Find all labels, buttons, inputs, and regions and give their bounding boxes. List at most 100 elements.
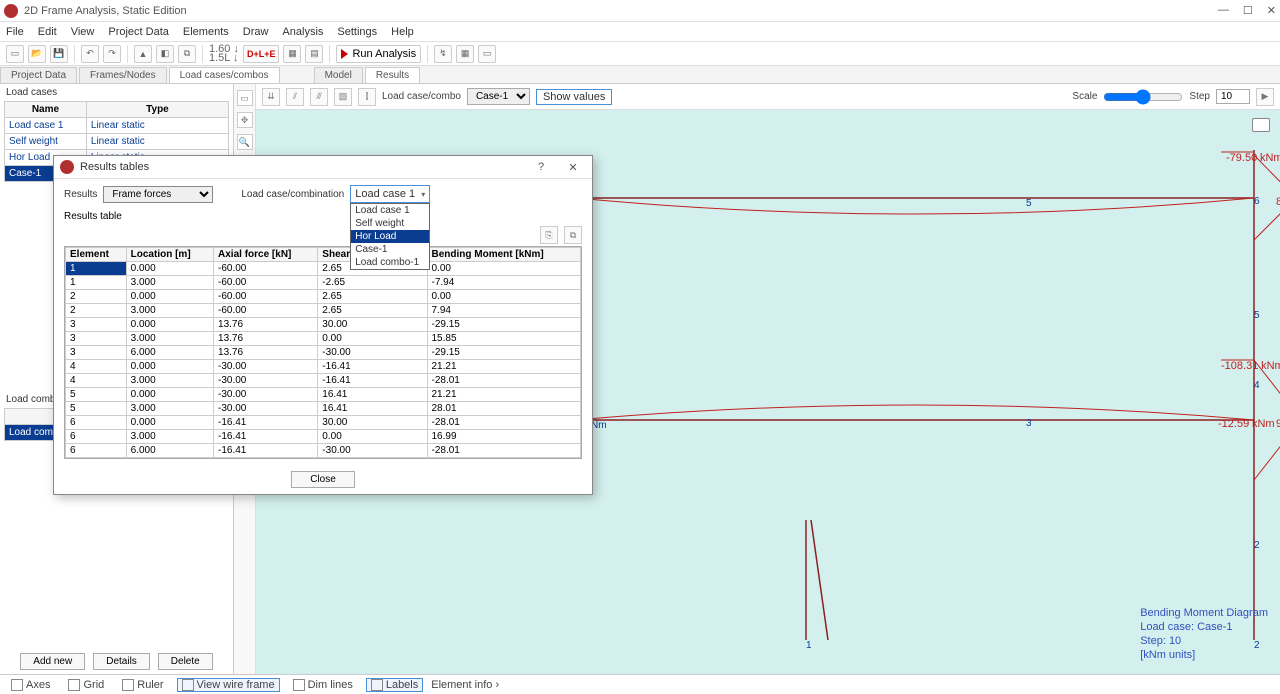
grid-row[interactable]: 20.000-60.002.650.00 bbox=[66, 290, 581, 304]
add-new-button[interactable]: Add new bbox=[20, 653, 85, 670]
toggle-dim-lines[interactable]: Dim lines bbox=[288, 678, 358, 692]
load-case-row[interactable]: Self weightLinear static bbox=[5, 134, 229, 150]
open-icon[interactable]: 📂 bbox=[28, 45, 46, 63]
results-report-icon[interactable]: ▭ bbox=[478, 45, 496, 63]
node-label: 4 bbox=[1254, 380, 1260, 391]
dialog-help-button[interactable]: ? bbox=[528, 161, 554, 173]
menu-draw[interactable]: Draw bbox=[243, 26, 269, 38]
vtool-rect-icon[interactable]: ▭ bbox=[237, 90, 253, 106]
menu-analysis[interactable]: Analysis bbox=[282, 26, 323, 38]
close-button[interactable]: ✕ bbox=[1267, 4, 1276, 17]
grid-row[interactable]: 43.000-30.00-16.41-28.01 bbox=[66, 374, 581, 388]
node-label: 5 bbox=[1026, 198, 1032, 209]
tool-a-icon[interactable]: ▲ bbox=[134, 45, 152, 63]
menu-project-data[interactable]: Project Data bbox=[108, 26, 169, 38]
grid-row[interactable]: 40.000-30.00-16.4121.21 bbox=[66, 360, 581, 374]
step-label: Step bbox=[1189, 91, 1210, 102]
grid-row[interactable]: 53.000-30.0016.4128.01 bbox=[66, 402, 581, 416]
toggle-ruler[interactable]: Ruler bbox=[117, 678, 168, 692]
new-icon[interactable]: ▭ bbox=[6, 45, 24, 63]
lcc-label: Load case/combo bbox=[382, 91, 461, 102]
undo-icon[interactable]: ↶ bbox=[81, 45, 99, 63]
grid-row[interactable]: 23.000-60.002.657.94 bbox=[66, 304, 581, 318]
app-title: 2D Frame Analysis, Static Edition bbox=[24, 5, 1218, 17]
dropdown-option[interactable]: Load combo-1 bbox=[351, 256, 429, 269]
grid-row[interactable]: 36.00013.76-30.00-29.15 bbox=[66, 346, 581, 360]
dropdown-option[interactable]: Hor Load bbox=[351, 230, 429, 243]
dropdown-option[interactable]: Case-1 bbox=[351, 243, 429, 256]
diagram-e-icon[interactable]: ⫿ bbox=[358, 88, 376, 106]
results-table-label: Results table bbox=[64, 211, 582, 222]
grid-row[interactable]: 13.000-60.00-2.65-7.94 bbox=[66, 276, 581, 290]
node-label: 3 bbox=[1026, 418, 1032, 429]
diagram-d-icon[interactable]: ▧ bbox=[334, 88, 352, 106]
tabs-row: Project DataFrames/NodesLoad cases/combo… bbox=[0, 66, 1280, 84]
tool-c-icon[interactable]: ⧉ bbox=[178, 45, 196, 63]
show-values-button[interactable]: Show values bbox=[536, 89, 612, 105]
menu-file[interactable]: File bbox=[6, 26, 24, 38]
diagram-b-icon[interactable]: ⫽ bbox=[286, 88, 304, 106]
toggle-labels[interactable]: Labels bbox=[366, 678, 423, 692]
lc-header-name: Name bbox=[5, 102, 87, 118]
menu-edit[interactable]: Edit bbox=[38, 26, 57, 38]
menu-elements[interactable]: Elements bbox=[183, 26, 229, 38]
step-go-icon[interactable]: ▶ bbox=[1256, 88, 1274, 106]
dialog-close-btn[interactable]: Close bbox=[291, 471, 355, 488]
results-table-icon[interactable]: ▦ bbox=[456, 45, 474, 63]
tab-load-cases-combos[interactable]: Load cases/combos bbox=[169, 67, 280, 83]
copy-icon[interactable]: ⧉ bbox=[564, 226, 582, 244]
dialog-lcc-combo[interactable]: Load case 1 ▾ bbox=[350, 185, 430, 203]
run-label: Run Analysis bbox=[352, 48, 416, 60]
menu-view[interactable]: View bbox=[71, 26, 95, 38]
tool-b-icon[interactable]: ◧ bbox=[156, 45, 174, 63]
vtool-pan-icon[interactable]: ✥ bbox=[237, 112, 253, 128]
step-input[interactable] bbox=[1216, 89, 1250, 104]
toggle-grid[interactable]: Grid bbox=[63, 678, 109, 692]
load-case-row[interactable]: Load case 1Linear static bbox=[5, 118, 229, 134]
tool-e-icon[interactable]: ▤ bbox=[305, 45, 323, 63]
grid-row[interactable]: 60.000-16.4130.00-28.01 bbox=[66, 416, 581, 430]
tab-model[interactable]: Model bbox=[314, 67, 363, 83]
toggle-view-wire-frame[interactable]: View wire frame bbox=[177, 678, 280, 692]
tab-frames-nodes[interactable]: Frames/Nodes bbox=[79, 67, 167, 83]
titlebar: 2D Frame Analysis, Static Edition — ☐ ✕ bbox=[0, 0, 1280, 22]
dropdown-option[interactable]: Self weight bbox=[351, 217, 429, 230]
dropdown-option[interactable]: Load case 1 bbox=[351, 204, 429, 217]
toggle-axes[interactable]: Axes bbox=[6, 678, 55, 692]
grid-row[interactable]: 30.00013.7630.00-29.15 bbox=[66, 318, 581, 332]
export-icon[interactable]: ⎘ bbox=[540, 226, 558, 244]
run-analysis-button[interactable]: Run Analysis bbox=[336, 45, 421, 63]
dialog-titlebar[interactable]: Results tables ? ✕ bbox=[54, 156, 592, 179]
diagram-a-icon[interactable]: ⇊ bbox=[262, 88, 280, 106]
play-icon bbox=[341, 49, 348, 59]
load-combo-icon[interactable]: D+L+E bbox=[243, 45, 280, 63]
moment-annotation: 90.17 kNm bbox=[1276, 418, 1280, 430]
canvas-toolbar: ⇊ ⫽ ⫻ ▧ ⫿ Load case/combo Case-1 Show va… bbox=[256, 84, 1280, 110]
details-button[interactable]: Details bbox=[93, 653, 150, 670]
diagram-c-icon[interactable]: ⫻ bbox=[310, 88, 328, 106]
maximize-button[interactable]: ☐ bbox=[1243, 4, 1253, 17]
vtool-zoom-icon[interactable]: 🔍 bbox=[237, 134, 253, 150]
results-select[interactable]: Frame forces bbox=[103, 186, 213, 203]
grid-row[interactable]: 50.000-30.0016.4121.21 bbox=[66, 388, 581, 402]
dialog-close-button[interactable]: ✕ bbox=[560, 161, 586, 174]
save-icon[interactable]: 💾 bbox=[50, 45, 68, 63]
tab-results[interactable]: Results bbox=[365, 67, 420, 83]
app-icon bbox=[4, 4, 18, 18]
menu-settings[interactable]: Settings bbox=[337, 26, 377, 38]
node-label: Nm bbox=[591, 420, 607, 431]
lcc-select[interactable]: Case-1 bbox=[467, 88, 530, 105]
delete-button[interactable]: Delete bbox=[158, 653, 213, 670]
minimize-button[interactable]: — bbox=[1218, 4, 1229, 17]
grid-row[interactable]: 63.000-16.410.0016.99 bbox=[66, 430, 581, 444]
grid-row[interactable]: 66.000-16.41-30.00-28.01 bbox=[66, 444, 581, 458]
grid-row[interactable]: 10.000-60.002.650.00 bbox=[66, 262, 581, 276]
redo-icon[interactable]: ↷ bbox=[103, 45, 121, 63]
element-info-label[interactable]: Element info › bbox=[431, 679, 499, 691]
scale-slider[interactable] bbox=[1103, 87, 1183, 107]
grid-row[interactable]: 33.00013.760.0015.85 bbox=[66, 332, 581, 346]
tab-project-data[interactable]: Project Data bbox=[0, 67, 77, 83]
menu-help[interactable]: Help bbox=[391, 26, 414, 38]
tool-d-icon[interactable]: ▦ bbox=[283, 45, 301, 63]
results-a-icon[interactable]: ↯ bbox=[434, 45, 452, 63]
